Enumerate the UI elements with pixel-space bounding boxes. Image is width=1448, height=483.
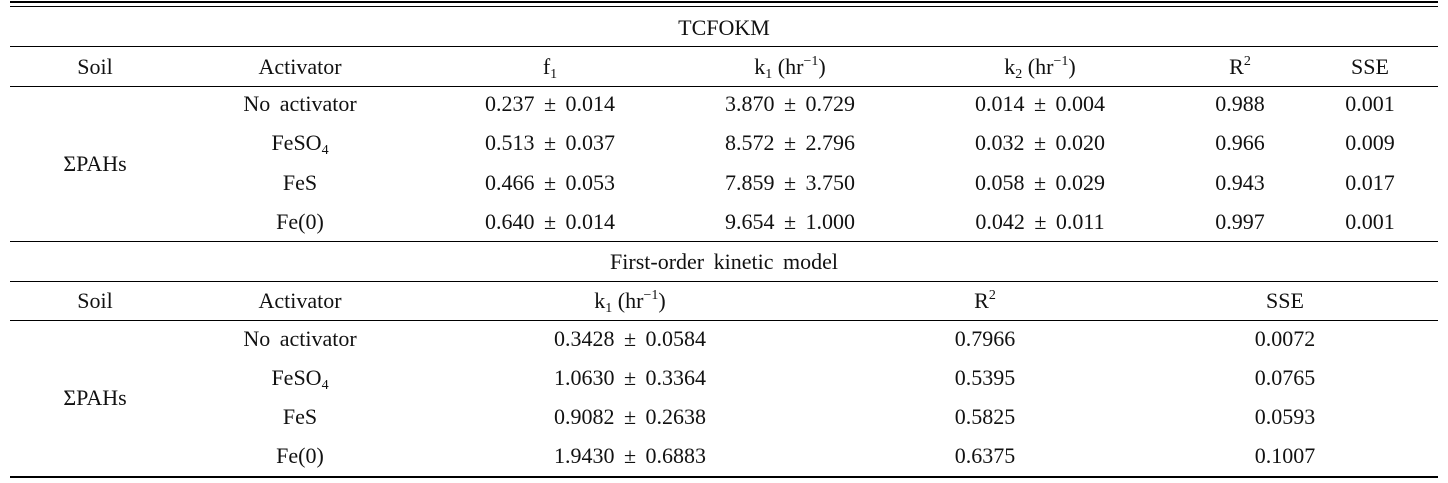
s1-header-f1-main: f (542, 54, 551, 79)
s1-row-2-activator: FeS (210, 163, 390, 203)
section1-caption: TCFOKM (678, 15, 770, 40)
s2-row-2-sse: 0.0593 (1254, 404, 1316, 429)
s1-row-1-f1: 0.513 ± 0.037 (484, 130, 616, 155)
s1-header-r2-sup: 2 (1243, 54, 1251, 69)
s2-row-3-activator: Fe(0) (210, 436, 390, 476)
s1-header-r2-main: R (1229, 54, 1244, 79)
s1-row-1-activator-sub: 4 (321, 143, 329, 158)
s1-row-0-activator: No activator (210, 84, 390, 124)
s1-row-3-k1: 9.654 ± 1.000 (724, 209, 856, 234)
s1-row-2-activator-text: FeS (282, 170, 318, 195)
s1-header-sse: SSE (1351, 54, 1389, 79)
s2-row-0-r2: 0.7966 (954, 326, 1016, 351)
s2-header-r2: R2 (935, 281, 1035, 321)
s2-header-sse: SSE (1266, 288, 1304, 313)
s1-row-0-k1: 3.870 ± 0.729 (724, 91, 856, 116)
s1-row-2-sse: 0.017 (1345, 170, 1395, 195)
s1-header-k1-main: k (754, 54, 766, 79)
s2-row-2-activator-text: FeS (282, 404, 318, 429)
s2-row-0-sse: 0.0072 (1254, 326, 1316, 351)
s2-row-2-activator: FeS (210, 397, 390, 437)
s1-row-1-sse: 0.009 (1345, 130, 1395, 155)
s1-header-k1-close: ) (818, 54, 826, 79)
s1-row-3-activator-text: Fe(0) (276, 209, 324, 234)
s2-row-1-sse: 0.0765 (1254, 365, 1316, 390)
s1-row-2-r2: 0.943 (1215, 170, 1265, 195)
s1-row-0-k2: 0.014 ± 0.004 (974, 91, 1106, 116)
top-rule-outer (10, 1, 1438, 3)
section1-header-rule (10, 86, 1438, 87)
s2-row-3-k1: 1.9430 ± 0.6883 (553, 443, 707, 468)
s1-header-k2-sub: 2 (1015, 67, 1023, 82)
s2-header-activator: Activator (258, 288, 342, 313)
s2-row-1-r2: 0.5395 (954, 365, 1016, 390)
s1-row-2-f1: 0.466 ± 0.053 (484, 170, 616, 195)
s2-row-0-k1: 0.3428 ± 0.0584 (553, 326, 707, 351)
section2-caption: First-order kinetic model (610, 249, 838, 274)
s2-header-k1: k1 (hr−1) (530, 281, 730, 321)
s1-header-k2-sup: −1 (1053, 54, 1069, 69)
s2-row-2-k1: 0.9082 ± 0.2638 (553, 404, 707, 429)
s1-row-1-k2: 0.032 ± 0.020 (974, 130, 1106, 155)
s2-header-r2-main: R (974, 288, 989, 313)
s2-header-k1-unit: (hr (617, 288, 644, 313)
s2-header-k1-main: k (594, 288, 606, 313)
s2-row-2-r2: 0.5825 (954, 404, 1016, 429)
section-divider-rule (10, 241, 1438, 242)
s1-row-2-k1: 7.859 ± 3.750 (724, 170, 856, 195)
s1-soil-label: ΣPAHs (63, 151, 127, 176)
s2-row-1-activator-text: FeSO (271, 365, 322, 390)
s2-row-1-activator-sub: 4 (321, 378, 329, 393)
s2-header-k1-sup: −1 (643, 288, 659, 303)
s1-row-3-f1: 0.640 ± 0.014 (484, 209, 616, 234)
s2-header-k1-close: ) (658, 288, 666, 313)
s2-header-k1-sub: 1 (605, 301, 613, 316)
s2-row-0-activator-text: No activator (243, 326, 357, 351)
s1-row-1-k1: 8.572 ± 2.796 (724, 130, 856, 155)
s2-row-3-sse: 0.1007 (1254, 443, 1316, 468)
s1-header-k2: k2 (hr−1) (960, 47, 1120, 87)
s1-header-k1-sub: 1 (765, 67, 773, 82)
top-rule-inner (10, 6, 1438, 7)
s2-row-1-k1: 1.0630 ± 0.3364 (553, 365, 707, 390)
s1-row-0-activator-text: No activator (243, 91, 357, 116)
s2-header-soil: Soil (77, 288, 113, 313)
s1-row-3-activator: Fe(0) (210, 202, 390, 242)
bottom-rule (10, 476, 1438, 478)
s1-header-f1: f1 (490, 47, 610, 87)
s2-row-3-activator-text: Fe(0) (276, 443, 324, 468)
s1-header-k1: k1 (hr−1) (710, 47, 870, 87)
s1-header-k1-sup: −1 (803, 54, 819, 69)
s1-row-0-sse: 0.001 (1345, 91, 1395, 116)
s1-header-f1-sub: 1 (550, 67, 558, 82)
s1-row-2-k2: 0.058 ± 0.029 (974, 170, 1106, 195)
s2-row-1-activator: FeSO4 (210, 358, 390, 398)
s1-row-1-activator-text: FeSO (271, 130, 322, 155)
s2-row-3-r2: 0.6375 (954, 443, 1016, 468)
section2-header-rule (10, 320, 1438, 321)
s1-header-k1-unit: (hr (777, 54, 804, 79)
s1-header-k2-unit: (hr (1027, 54, 1054, 79)
s1-row-0-f1: 0.237 ± 0.014 (484, 91, 616, 116)
section2-caption-rule (10, 281, 1438, 282)
s1-header-activator: Activator (258, 54, 342, 79)
s1-header-r2: R2 (1190, 47, 1290, 87)
kinetic-table: TCFOKM Soil Activator f1 k1 (hr−1) k2 (h… (10, 0, 1438, 483)
s2-row-0-activator: No activator (210, 319, 390, 359)
s1-header-soil: Soil (77, 54, 113, 79)
s1-row-1-r2: 0.966 (1215, 130, 1265, 155)
s1-row-1-activator: FeSO4 (210, 123, 390, 163)
s2-soil-label: ΣPAHs (63, 385, 127, 410)
s1-row-0-r2: 0.988 (1215, 91, 1265, 116)
s1-header-k2-main: k (1004, 54, 1016, 79)
s1-header-k2-close: ) (1068, 54, 1076, 79)
s1-row-3-sse: 0.001 (1345, 209, 1395, 234)
s1-row-3-r2: 0.997 (1215, 209, 1265, 234)
s2-header-r2-sup: 2 (988, 288, 996, 303)
section1-caption-rule (10, 46, 1438, 47)
s1-row-3-k2: 0.042 ± 0.011 (975, 209, 1105, 234)
